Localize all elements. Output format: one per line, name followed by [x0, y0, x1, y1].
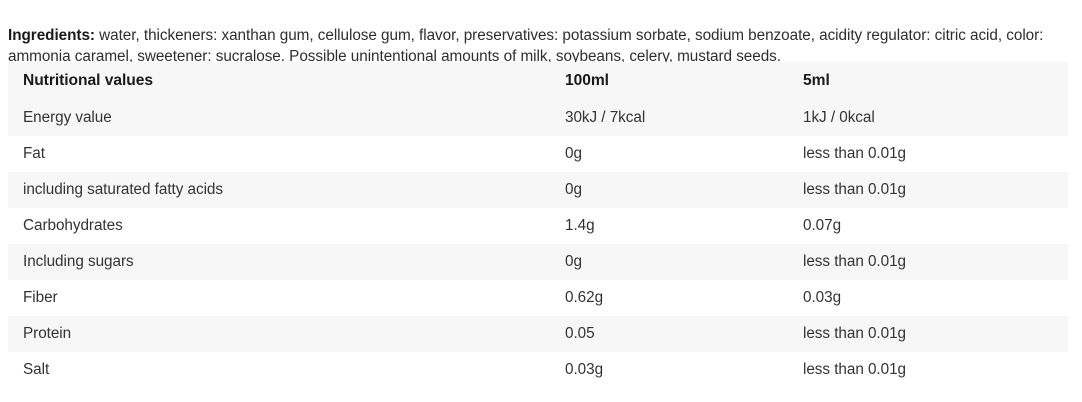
- table-row: Energy value 30kJ / 7kcal 1kJ / 0kcal: [8, 100, 1068, 136]
- column-header-100ml: 100ml: [565, 72, 609, 89]
- nutrient-value-100ml: 30kJ / 7kcal: [565, 109, 646, 126]
- nutrient-value-100ml: 0.05: [565, 325, 595, 342]
- table-row: Salt 0.03g less than 0.01g: [8, 352, 1068, 388]
- nutrient-name: Protein: [23, 325, 72, 342]
- table-row: including saturated fatty acids 0g less …: [8, 172, 1068, 208]
- nutrient-value-100ml: 0g: [565, 145, 582, 162]
- nutrient-value-5ml: less than 0.01g: [803, 181, 907, 198]
- table-body: Energy value 30kJ / 7kcal 1kJ / 0kcal Fa…: [8, 100, 1068, 388]
- ingredients-label: Ingredients:: [8, 27, 95, 45]
- table-header: Nutritional values 100ml 5ml: [8, 62, 1068, 100]
- nutrient-value-5ml: less than 0.01g: [803, 253, 907, 270]
- ingredients-text: water, thickeners: xanthan gum, cellulos…: [8, 27, 1044, 66]
- nutrient-value-100ml: 0g: [565, 181, 582, 198]
- nutrient-value-100ml: 0.62g: [565, 289, 604, 306]
- nutrient-name: Fat: [23, 145, 45, 162]
- nutrient-value-5ml: 0.03g: [803, 289, 842, 306]
- nutrient-value-5ml: less than 0.01g: [803, 145, 907, 162]
- nutrient-value-100ml: 0.03g: [565, 361, 604, 378]
- nutrient-value-5ml: 1kJ / 0kcal: [803, 109, 875, 126]
- table-row: Protein 0.05 less than 0.01g: [8, 316, 1068, 352]
- table-row: Fat 0g less than 0.01g: [8, 136, 1068, 172]
- column-header-nutritional-values: Nutritional values: [23, 72, 153, 89]
- table-row: Including sugars 0g less than 0.01g: [8, 244, 1068, 280]
- nutrient-name: Carbohydrates: [23, 217, 123, 234]
- table-header-row: Nutritional values 100ml 5ml: [8, 62, 1068, 100]
- table-row: Fiber 0.62g 0.03g: [8, 280, 1068, 316]
- table-row: Carbohydrates 1.4g 0.07g: [8, 208, 1068, 244]
- nutrient-name: Energy value: [23, 109, 112, 126]
- nutrient-value-100ml: 0g: [565, 253, 582, 270]
- nutrient-value-100ml: 1.4g: [565, 217, 595, 234]
- nutrient-value-5ml: less than 0.01g: [803, 361, 907, 378]
- nutrient-name: Including sugars: [23, 253, 134, 270]
- nutrient-value-5ml: less than 0.01g: [803, 325, 907, 342]
- nutrient-value-5ml: 0.07g: [803, 217, 842, 234]
- nutritional-values-table: Nutritional values 100ml 5ml Energy valu…: [8, 62, 1068, 388]
- nutrient-name: including saturated fatty acids: [23, 181, 223, 198]
- column-header-5ml: 5ml: [803, 72, 830, 89]
- nutrient-name: Salt: [23, 361, 50, 378]
- nutrient-name: Fiber: [23, 289, 58, 306]
- ingredients-paragraph: Ingredients: water, thickeners: xanthan …: [8, 25, 1080, 67]
